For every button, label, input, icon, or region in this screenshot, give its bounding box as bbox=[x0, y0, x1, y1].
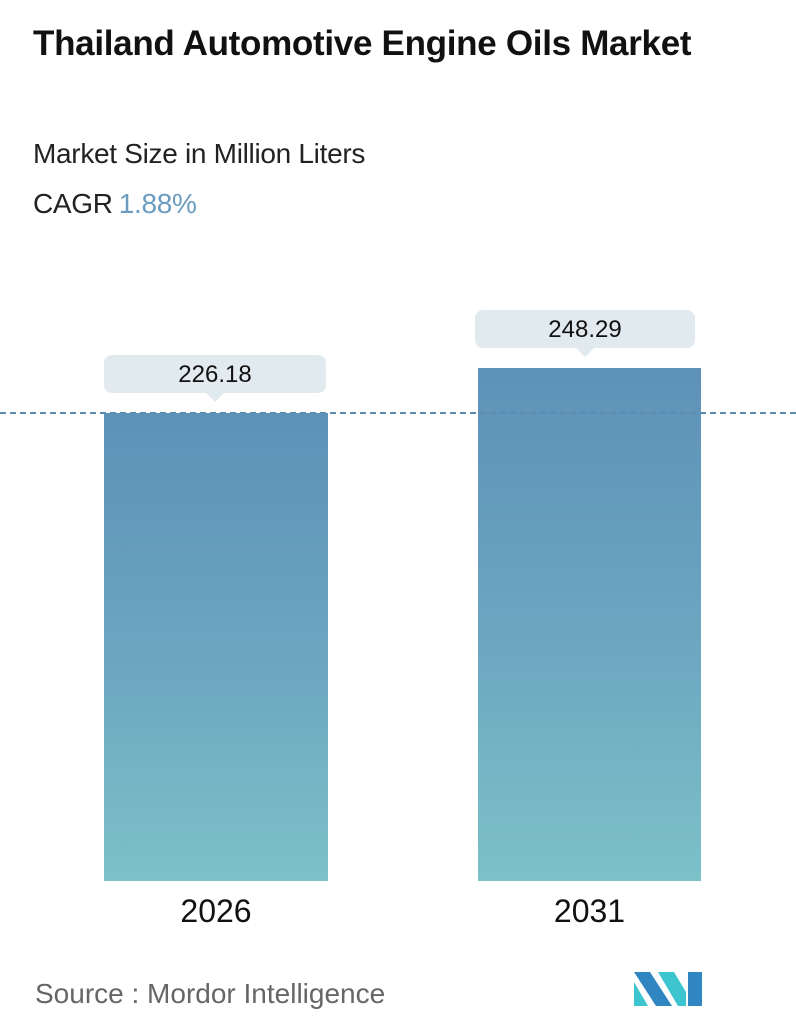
source-text: Source : Mordor Intelligence bbox=[35, 978, 386, 1009]
cagr-value: 1.88% bbox=[118, 188, 197, 219]
cagr-row: CAGR 1.88% bbox=[33, 188, 197, 220]
x-label-2026: 2026 bbox=[180, 893, 252, 929]
bar-2026 bbox=[104, 413, 328, 881]
mordor-intelligence-logo-icon bbox=[634, 972, 702, 1006]
value-callout-2026: 226.18 bbox=[104, 355, 326, 402]
bar-2031 bbox=[478, 368, 701, 881]
chart-subtitle: Market Size in Million Liters bbox=[33, 138, 366, 169]
cagr-label: CAGR bbox=[33, 188, 113, 219]
x-label-2031: 2031 bbox=[553, 893, 626, 929]
reference-line bbox=[0, 412, 796, 414]
chart-title: Thailand Automotive Engine Oils Market bbox=[33, 24, 692, 63]
value-callout-2031: 248.29 bbox=[475, 310, 695, 357]
